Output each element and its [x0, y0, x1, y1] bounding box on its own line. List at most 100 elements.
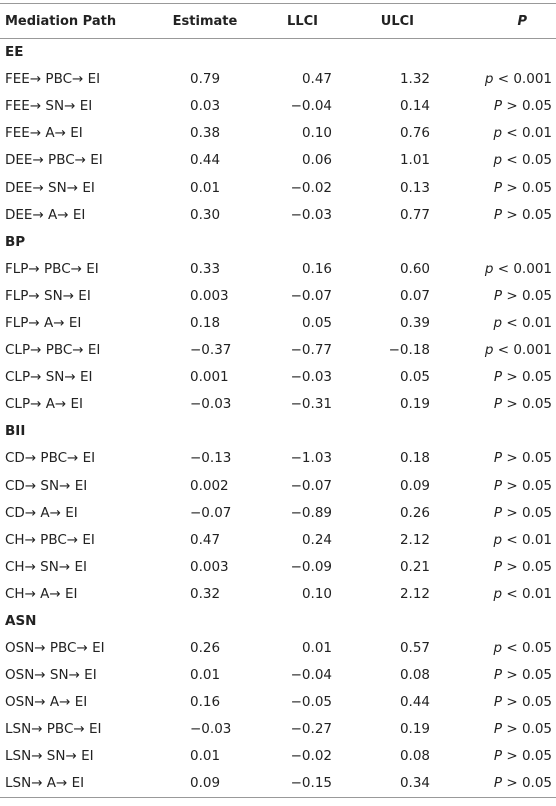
value-cell: 0.79 [190, 71, 221, 88]
column-header: ULCI [380, 13, 414, 29]
value-cell: −0.02 [290, 748, 332, 765]
value-cell: 0.26 [190, 640, 221, 657]
column-header: Estimate [172, 13, 238, 29]
value-cell: 0.47 [301, 71, 332, 88]
path-cell: OSN→ A→ EI [5, 694, 88, 711]
data-row: FEE→ PBC→ EI 0.79 0.47 1.32 p < 0.001 [0, 66, 556, 93]
value-cell: −0.15 [290, 775, 332, 792]
value-cell: 0.09 [190, 775, 221, 792]
path-cell: FLP→ A→ EI [5, 314, 82, 331]
value-cell: 0.18 [399, 450, 430, 467]
p-value-cell: p < 0.001 [484, 71, 552, 88]
p-value-cell: P > 0.05 [493, 98, 552, 115]
data-row: CD→ PBC→ EI −0.13 −1.03 0.18 P > 0.05 [0, 445, 556, 472]
data-row: CH→ PBC→ EI 0.47 0.24 2.12 p < 0.01 [0, 526, 556, 553]
page: {"table":{"header":["Mediation Path","Es… [0, 3, 556, 806]
data-row: FEE→ A→ EI 0.38 0.10 0.76 p < 0.01 [0, 120, 556, 147]
path-cell: FEE→ SN→ EI [5, 98, 93, 115]
value-cell: 0.33 [190, 260, 221, 277]
value-cell: 0.18 [190, 314, 221, 331]
value-cell: 0.08 [399, 667, 430, 684]
data-row: DEE→ PBC→ EI 0.44 0.06 1.01 p < 0.05 [0, 147, 556, 174]
path-cell: CLP→ SN→ EI [5, 369, 93, 386]
value-cell: 0.10 [301, 585, 332, 602]
value-cell: −0.07 [290, 287, 332, 304]
path-cell: LSN→ PBC→ EI [5, 721, 102, 738]
value-cell: −0.77 [290, 342, 332, 359]
value-cell: 0.08 [399, 748, 430, 765]
path-cell: CD→ PBC→ EI [5, 450, 96, 467]
data-row: CLP→ A→ EI −0.03 −0.31 0.19 P > 0.05 [0, 391, 556, 418]
value-cell: −0.05 [290, 694, 332, 711]
value-cell: 0.01 [190, 179, 221, 196]
path-cell: FLP→ PBC→ EI [5, 260, 99, 277]
path-cell: CD→ A→ EI [5, 504, 78, 521]
path-cell: DEE→ SN→ EI [5, 179, 95, 196]
value-cell: −0.13 [190, 450, 232, 467]
data-row: LSN→ PBC→ EI −0.03 −0.27 0.19 P > 0.05 [0, 716, 556, 743]
value-cell: 0.13 [399, 179, 430, 196]
value-cell: 0.30 [190, 206, 221, 223]
path-cell: FEE→ A→ EI [5, 125, 83, 142]
p-value-cell: P > 0.05 [493, 721, 552, 738]
data-row: OSN→ A→ EI 0.16 −0.05 0.44 P > 0.05 [0, 689, 556, 716]
column-header: LLCI [287, 13, 318, 29]
path-cell: CH→ A→ EI [5, 585, 78, 602]
data-row: FLP→ A→ EI 0.18 0.05 0.39 p < 0.01 [0, 309, 556, 336]
value-cell: 0.003 [190, 558, 229, 575]
data-row: LSN→ SN→ EI 0.01 −0.02 0.08 P > 0.05 [0, 743, 556, 770]
p-value-cell: P > 0.05 [493, 477, 552, 494]
value-cell: −0.03 [190, 396, 232, 413]
path-cell: OSN→ SN→ EI [5, 667, 97, 684]
p-value-cell: p < 0.001 [484, 342, 552, 359]
path-cell: CH→ PBC→ EI [5, 531, 95, 548]
value-cell: −0.07 [290, 477, 332, 494]
value-cell: −0.04 [290, 667, 332, 684]
value-cell: −0.09 [290, 558, 332, 575]
value-cell: −0.89 [290, 504, 332, 521]
value-cell: 0.60 [399, 260, 430, 277]
data-row: CD→ SN→ EI 0.002 −0.07 0.09 P > 0.05 [0, 472, 556, 499]
path-cell: LSN→ A→ EI [5, 775, 85, 792]
path-cell: CD→ SN→ EI [5, 477, 88, 494]
value-cell: 0.01 [190, 667, 221, 684]
p-value-cell: p < 0.001 [484, 260, 552, 277]
value-cell: 0.05 [399, 369, 430, 386]
data-row: CH→ A→ EI 0.32 0.10 2.12 p < 0.01 [0, 580, 556, 607]
value-cell: −0.18 [388, 342, 430, 359]
value-cell: 0.47 [190, 531, 221, 548]
value-cell: 0.05 [301, 314, 332, 331]
section-row: BP [0, 228, 556, 255]
value-cell: 0.003 [190, 287, 229, 304]
value-cell: 0.38 [190, 125, 221, 142]
p-value-cell: p < 0.05 [493, 152, 552, 169]
value-cell: −0.03 [290, 206, 332, 223]
p-value-cell: P > 0.05 [493, 667, 552, 684]
data-row: DEE→ A→ EI 0.30 −0.03 0.77 P > 0.05 [0, 201, 556, 228]
value-cell: 0.01 [190, 748, 221, 765]
data-row: OSN→ SN→ EI 0.01 −0.04 0.08 P > 0.05 [0, 662, 556, 689]
value-cell: 0.16 [301, 260, 332, 277]
value-cell: 0.19 [399, 721, 430, 738]
table-body: EE FEE→ PBC→ EI 0.79 0.47 1.32 p < 0.001 FEE→ … [0, 39, 556, 798]
section-row: EE [0, 39, 556, 66]
path-cell: CH→ SN→ EI [5, 558, 87, 575]
value-cell: 0.34 [399, 775, 430, 792]
value-cell: 0.57 [399, 640, 430, 657]
column-header: P [517, 13, 527, 29]
path-cell: OSN→ PBC→ EI [5, 640, 105, 657]
p-value-cell: P > 0.05 [493, 450, 552, 467]
table-header: Mediation Path Estimate LLCI ULCI P [0, 3, 556, 39]
p-value-cell: P > 0.05 [493, 206, 552, 223]
value-cell: 0.03 [190, 98, 221, 115]
p-value-cell: P > 0.05 [493, 179, 552, 196]
value-cell: −0.37 [190, 342, 232, 359]
p-value-cell: p < 0.01 [493, 314, 552, 331]
value-cell: −0.03 [290, 369, 332, 386]
value-cell: −0.07 [190, 504, 232, 521]
path-cell: DEE→ PBC→ EI [5, 152, 103, 169]
data-row: CD→ A→ EI −0.07 −0.89 0.26 P > 0.05 [0, 499, 556, 526]
value-cell: 2.12 [399, 531, 430, 548]
value-cell: 2.12 [399, 585, 430, 602]
value-cell: 0.76 [399, 125, 430, 142]
